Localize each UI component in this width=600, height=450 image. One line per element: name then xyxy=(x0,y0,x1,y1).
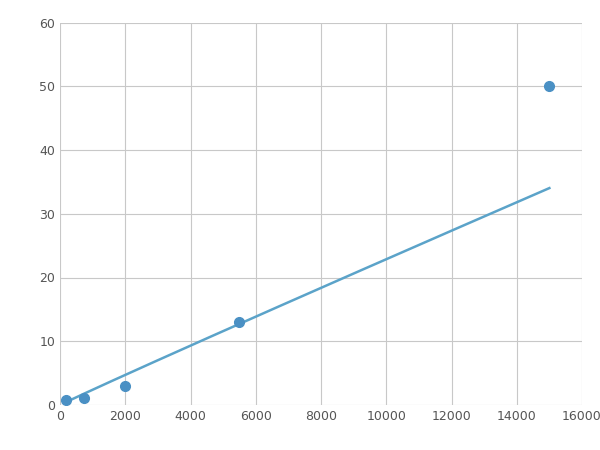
Point xyxy=(545,83,554,90)
Point xyxy=(80,394,89,401)
Point xyxy=(235,319,244,326)
Point xyxy=(61,396,71,404)
Point xyxy=(121,382,130,390)
